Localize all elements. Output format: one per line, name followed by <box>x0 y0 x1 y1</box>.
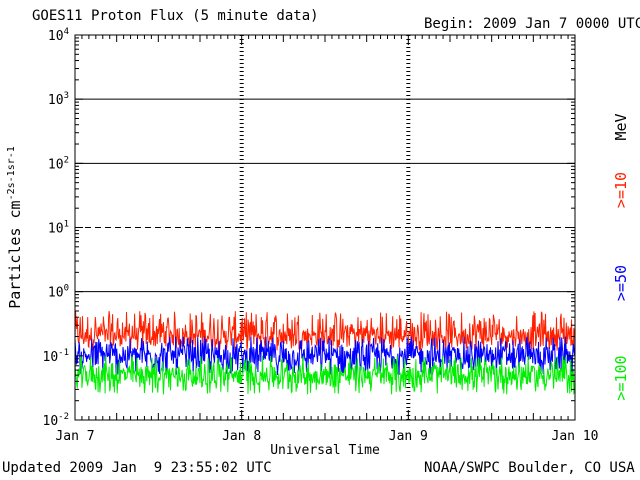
updated-time-label: Updated 2009 Jan 9 23:55:02 UTC <box>2 460 272 476</box>
x-axis-label: Universal Time <box>270 443 380 458</box>
begin-time-label: Begin: 2009 Jan 7 0000 UTC <box>424 16 640 32</box>
energy-unit-label: MeV <box>612 113 630 140</box>
legend-ge10: >=10 <box>612 172 630 208</box>
credit-label: NOAA/SWPC Boulder, CO USA <box>424 460 635 476</box>
x-tick-label-3: Jan 10 <box>552 429 599 444</box>
y-tick-label-5: 103 <box>48 91 69 108</box>
series-line-0 <box>74 311 576 352</box>
legend-ge50: >=50 <box>612 265 630 301</box>
x-tick-label-0: Jan 7 <box>55 429 94 444</box>
y-axis-label: Particles cm-2s-1sr-1 <box>6 146 24 309</box>
series-line-2 <box>74 355 576 396</box>
y-tick-label-1: 10-1 <box>43 348 70 365</box>
x-tick-label-1: Jan 8 <box>222 429 261 444</box>
y-tick-label-6: 104 <box>48 27 69 44</box>
y-tick-label-2: 100 <box>48 284 69 301</box>
y-tick-label-4: 102 <box>48 155 69 172</box>
legend-ge100: >=100 <box>612 355 630 400</box>
chart-title: GOES11 Proton Flux (5 minute data) <box>32 8 319 24</box>
y-tick-label-0: 10-2 <box>43 412 70 429</box>
x-tick-label-2: Jan 9 <box>389 429 428 444</box>
y-tick-label-3: 101 <box>48 220 69 237</box>
